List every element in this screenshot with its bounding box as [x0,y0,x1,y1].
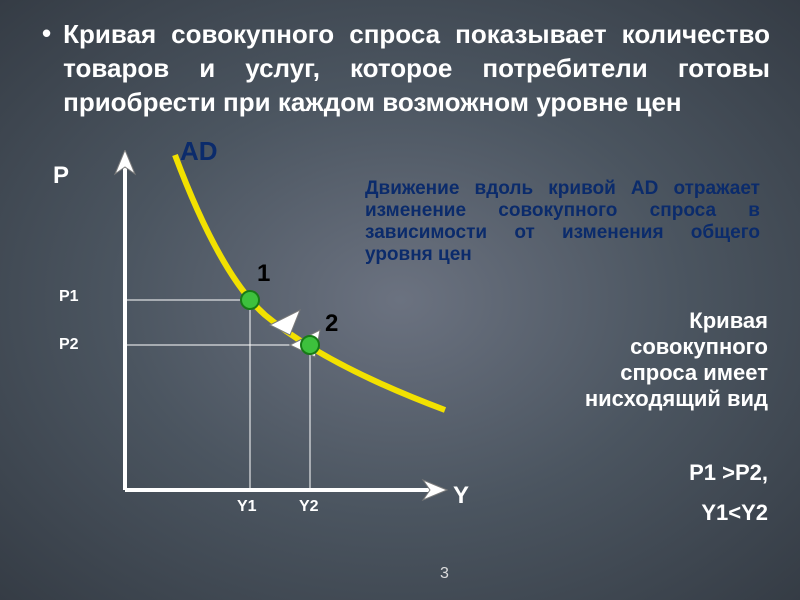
formula-1: P1 >P2, [689,460,768,486]
right-white-text: Кривая совокупного спроса имеет нисходящ… [578,308,768,412]
axis-p-label: P [53,162,69,190]
curve-ad-label: AD [180,136,218,167]
axis-y-label: Y [453,482,469,510]
point-1 [241,291,259,309]
page-number: 3 [440,565,449,583]
y2-label: Y2 [299,498,319,516]
point1-label: 1 [257,260,270,288]
right-note-text: Движение вдоль кривой AD отражает измене… [365,178,760,266]
p2-label: P2 [59,336,79,354]
main-bullet-row: • Кривая совокупного спроса показывает к… [42,18,770,119]
point2-label: 2 [325,310,338,338]
formula-2: Y1<Y2 [701,500,768,526]
p1-label: P1 [59,288,79,306]
y1-label: Y1 [237,498,257,516]
arrow-up-icon [270,310,300,335]
point-2 [301,336,319,354]
bullet-dot: • [42,18,51,49]
main-text: Кривая совокупного спроса показывает кол… [63,18,770,119]
